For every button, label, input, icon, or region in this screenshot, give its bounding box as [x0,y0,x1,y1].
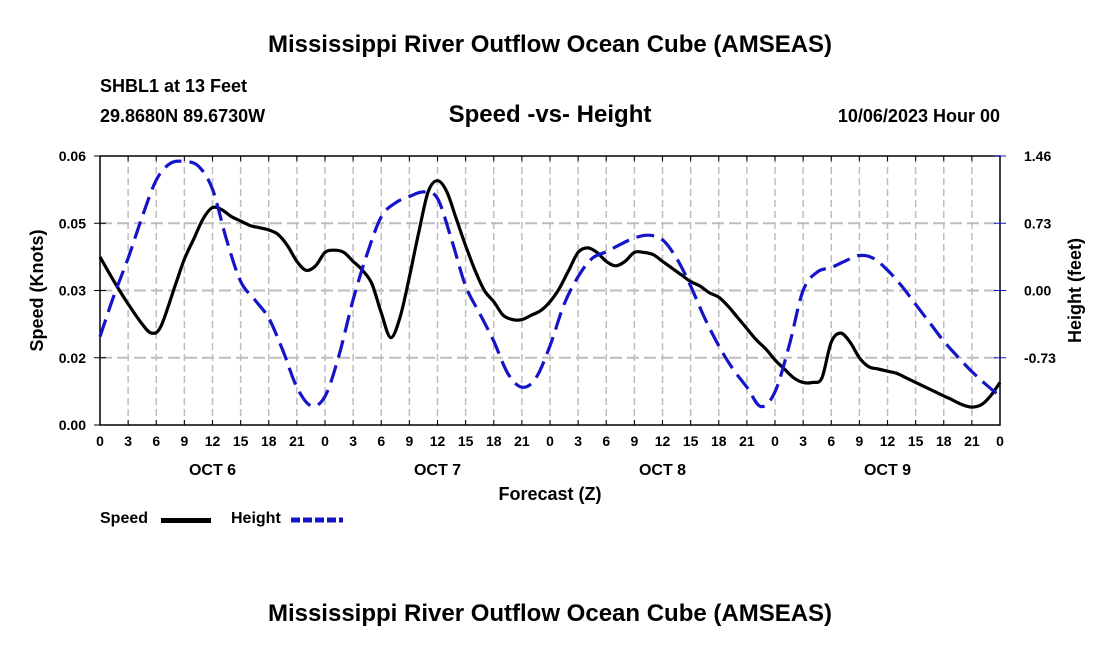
repeated-chart-title: Mississippi River Outflow Ocean Cube (AM… [267,600,833,627]
x-tick-label: 15 [908,433,924,449]
y-axis-left-label: Speed (Knots) [27,229,47,351]
chart-subtitle: Speed -vs- Height [448,101,652,128]
y-left-tick-label: 0.06 [59,148,86,164]
x-tick-label: 21 [964,433,980,449]
station-label: SHBL1 at 13 Feet [100,76,248,96]
chart-title: Mississippi River Outflow Ocean Cube (AM… [267,31,833,58]
x-tick-label: 18 [486,433,502,449]
x-tick-label: 0 [771,433,779,449]
x-tick-label: 18 [261,433,277,449]
legend-height-swatch [291,517,343,523]
x-tick-label: 9 [405,433,413,449]
x-tick-label: 6 [827,433,835,449]
series-speed-line [98,179,1002,409]
grid-lines [100,155,1000,425]
x-tick-label: 0 [321,433,329,449]
x-tick-label: 18 [936,433,952,449]
y-right-tick-label: 1.46 [1024,148,1051,164]
location-label: 29.8680N 89.6730W [100,106,266,126]
legend-speed-label: Speed [100,510,149,527]
x-tick-label: 21 [514,433,530,449]
x-tick-label: 12 [880,433,896,449]
x-tick-label: 3 [349,433,357,449]
y-left-tick-label: 0.00 [59,417,86,433]
x-day-label: OCT 8 [639,462,686,479]
x-day-label: OCT 7 [414,462,461,479]
x-tick-label: 6 [152,433,160,449]
x-day-label: OCT 9 [864,462,911,479]
date-label: 10/06/2023 Hour 00 [837,106,1000,126]
x-tick-label: 3 [574,433,582,449]
x-tick-label: 15 [233,433,249,449]
x-tick-label: 9 [855,433,863,449]
x-day-label: OCT 6 [189,462,236,479]
y-right-tick-label: 0.00 [1024,283,1051,299]
x-tick-label: 12 [655,433,671,449]
series-lines [98,159,1002,409]
x-axis-label: Forecast (Z) [498,484,601,504]
x-tick-label: 12 [205,433,221,449]
x-tick-label: 6 [377,433,385,449]
x-tick-label: 6 [602,433,610,449]
y-axis-right-label: Height (feet) [1065,238,1085,343]
y-left-tick-label: 0.03 [59,283,86,299]
x-tick-label: 21 [739,433,755,449]
y-left-tick-label: 0.05 [59,215,86,231]
x-tick-label: 3 [124,433,132,449]
x-tick-label: 0 [546,433,554,449]
legend-speed-swatch [161,518,211,523]
y-left-tick-label: 0.02 [59,350,86,366]
x-tick-label: 0 [996,433,1004,449]
x-tick-label: 12 [430,433,446,449]
y-right-tick-label: 0.73 [1024,215,1051,231]
y-right-tick-label: -0.73 [1024,350,1056,366]
x-tick-label: 0 [96,433,104,449]
x-tick-label: 15 [458,433,474,449]
series-height-line [98,159,1002,409]
axis-ticks: 0 3 6 9 12 15 18 21 0 3 6 9 12 15 18 21 0 3 6 9 12 15 18 21 0 3 6 9… [59,148,1056,479]
x-tick-label: 9 [630,433,638,449]
x-tick-label: 21 [289,433,305,449]
x-tick-label: 15 [683,433,699,449]
legend-height-label: Height [231,510,281,527]
x-tick-label: 9 [180,433,188,449]
x-tick-label: 3 [799,433,807,449]
x-tick-label: 18 [711,433,727,449]
